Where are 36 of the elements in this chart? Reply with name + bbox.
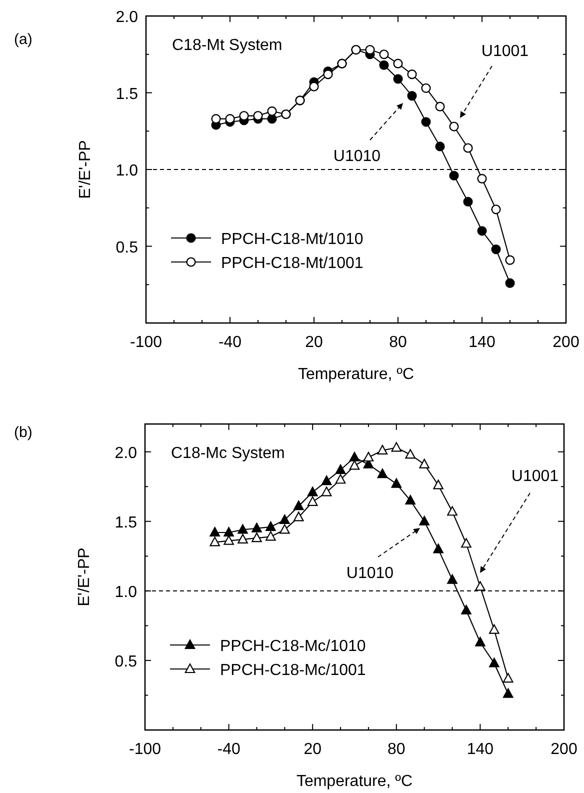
x-tick-label: -40 <box>218 334 242 351</box>
text: (b) <box>14 424 32 441</box>
x-tick-label: 140 <box>468 334 496 351</box>
y-tick-label: 2.0 <box>114 444 138 462</box>
x-tick-label: 140 <box>466 741 494 758</box>
legend-label: PPCH-C18-Mc/1010 <box>220 638 366 655</box>
y-tick-label: 1.0 <box>116 162 138 180</box>
text: (a) <box>14 31 32 48</box>
text: C18-Mc System <box>171 445 285 462</box>
x-tick-label: 200 <box>552 334 580 351</box>
annotation: U1010 <box>333 148 381 165</box>
legend-label: PPCH-C18-Mc/1001 <box>220 662 366 679</box>
y-tick-label: 1.5 <box>114 514 138 532</box>
text: C18-Mt System <box>172 37 282 54</box>
x-tick-label: 20 <box>305 334 323 351</box>
y-axis-title: E'/E'-PP <box>77 140 94 199</box>
y-tick-label: 0.5 <box>114 653 138 670</box>
x-tick-label: -100 <box>130 334 162 351</box>
y-tick-label: 1.0 <box>114 584 138 601</box>
y-tick-label: 0.5 <box>116 239 138 256</box>
x-tick-label: -40 <box>217 741 240 758</box>
y-tick-label: 2.0 <box>116 9 138 26</box>
x-tick-label: -100 <box>128 741 162 758</box>
legend-label: PPCH-C18-Mt/1010 <box>221 231 364 248</box>
x-axis-title: Temperature, ºC <box>296 773 413 790</box>
y-axis-title: E'/E'-PP <box>76 548 93 606</box>
annotation: U1001 <box>481 43 529 60</box>
x-tick-label: 200 <box>550 741 578 758</box>
x-tick-label: 80 <box>389 334 407 351</box>
x-axis-title: Temperature, ºC <box>298 366 414 383</box>
x-tick-label: 80 <box>388 741 406 758</box>
y-tick-label: 1.5 <box>116 86 138 103</box>
annotation: U1010 <box>346 565 394 582</box>
legend-label: PPCH-C18-Mt/1001 <box>221 255 364 272</box>
x-tick-label: 20 <box>304 741 322 758</box>
annotation: U1001 <box>511 468 559 485</box>
